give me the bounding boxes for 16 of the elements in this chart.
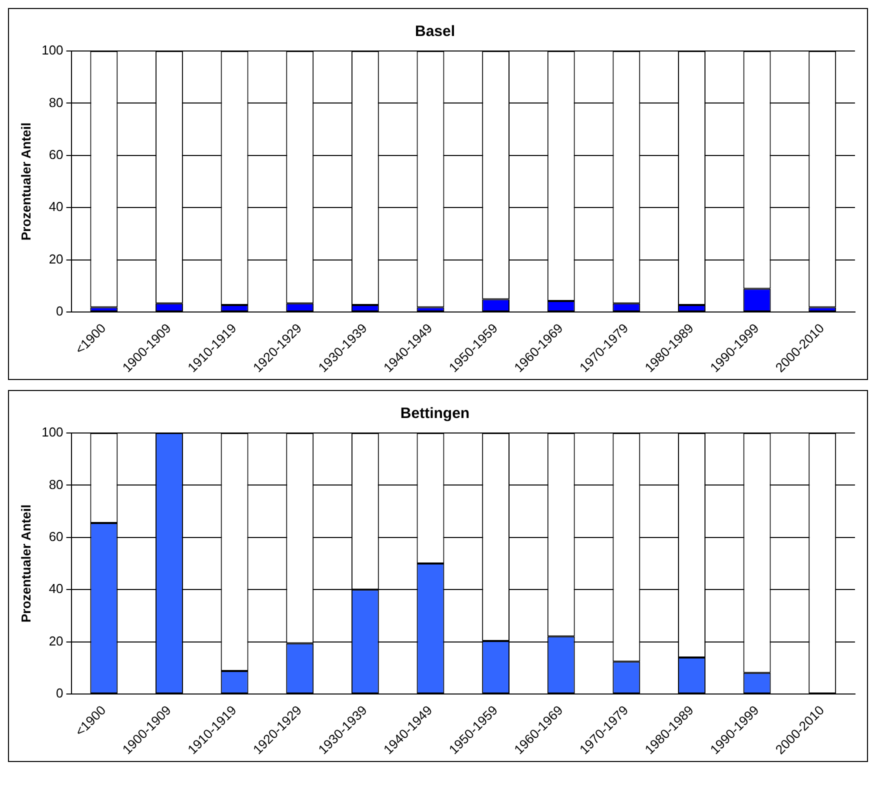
- y-tick-label: 0: [56, 686, 64, 701]
- y-tick-label: 100: [42, 42, 64, 58]
- y-tick-label: 0: [56, 304, 64, 319]
- y-tick-label: 80: [48, 476, 64, 492]
- y-tick-label: 20: [48, 633, 64, 648]
- y-axis-title: Prozentualer Anteil: [18, 122, 34, 240]
- chart-title: Basel: [414, 23, 456, 40]
- y-tick-label: 40: [48, 581, 64, 596]
- y-axis-title: Prozentualer Anteil: [18, 504, 34, 622]
- y-tick-label: 100: [42, 424, 64, 440]
- y-tick-label: 60: [48, 528, 64, 544]
- y-tick-label: 80: [48, 94, 64, 110]
- chart-title: Bettingen: [400, 405, 470, 422]
- y-tick-label: 60: [48, 146, 64, 162]
- y-tick-label: 40: [48, 199, 64, 214]
- y-tick-label: 20: [48, 251, 64, 266]
